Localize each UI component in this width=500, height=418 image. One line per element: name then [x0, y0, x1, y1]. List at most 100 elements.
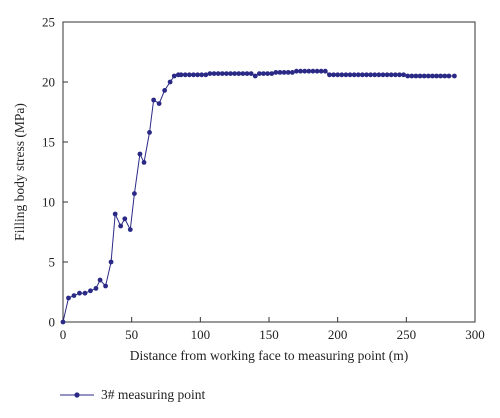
x-axis-label: Distance from working face to measuring … — [130, 348, 409, 363]
legend-label: 3# measuring point — [101, 387, 205, 402]
data-point — [409, 73, 415, 79]
y-tick-label: 25 — [42, 15, 55, 30]
data-point — [347, 72, 353, 78]
data-point — [141, 160, 147, 165]
data-point — [273, 70, 279, 75]
data-point — [191, 72, 196, 78]
data-point — [294, 68, 299, 74]
x-tick-label: 200 — [328, 327, 348, 342]
data-point — [397, 72, 402, 78]
legend-marker-swatch — [74, 392, 80, 398]
data-point — [452, 73, 457, 79]
data-point — [265, 71, 271, 76]
data-point — [151, 97, 157, 103]
data-point — [77, 290, 82, 296]
data-point — [156, 101, 162, 106]
data-point — [421, 73, 427, 79]
data-point — [314, 68, 320, 74]
y-tick-label: 20 — [42, 75, 55, 90]
data-point — [401, 72, 406, 78]
data-point — [203, 72, 209, 78]
data-point — [66, 295, 71, 301]
data-point — [302, 68, 308, 74]
data-point — [392, 72, 398, 78]
data-point — [211, 71, 217, 76]
data-point — [108, 259, 114, 265]
data-point — [359, 72, 365, 78]
x-tick-label: 300 — [465, 327, 485, 342]
data-point — [364, 72, 369, 78]
series-layer — [60, 68, 457, 325]
data-point — [384, 72, 390, 78]
data-point — [71, 293, 77, 298]
data-point — [306, 68, 312, 74]
data-point — [147, 130, 152, 135]
series-line — [62, 70, 455, 323]
data-point — [215, 71, 221, 76]
data-point — [442, 73, 448, 79]
data-point — [310, 68, 316, 74]
data-point — [252, 73, 258, 79]
data-point — [438, 73, 444, 79]
data-point — [82, 290, 88, 296]
data-point — [162, 88, 168, 93]
data-point — [93, 286, 99, 291]
data-point — [178, 72, 184, 78]
data-point — [289, 70, 295, 75]
data-point — [376, 72, 382, 78]
data-point — [318, 68, 324, 74]
x-tick-label: 150 — [259, 327, 279, 342]
data-point — [298, 68, 303, 74]
data-point — [103, 283, 108, 289]
data-point — [281, 70, 287, 75]
data-point — [368, 72, 374, 78]
y-tick-label: 0 — [49, 315, 56, 330]
data-point — [199, 72, 205, 78]
data-point — [186, 72, 192, 78]
data-point — [132, 191, 137, 197]
data-point — [430, 73, 435, 79]
data-point — [112, 211, 118, 217]
x-tick-label: 100 — [191, 327, 211, 342]
data-point — [327, 72, 332, 78]
data-point — [351, 72, 357, 78]
data-point — [228, 71, 233, 76]
data-point — [322, 68, 328, 74]
legend: 3# measuring point — [60, 387, 205, 402]
data-point — [118, 223, 124, 229]
data-point — [388, 72, 394, 78]
data-point — [335, 72, 341, 78]
data-point — [122, 216, 128, 222]
data-point — [380, 72, 386, 78]
data-point — [137, 151, 143, 157]
data-point — [434, 73, 439, 79]
data-point — [171, 73, 177, 79]
data-point — [244, 71, 250, 76]
data-point — [261, 71, 266, 76]
x-tick-label: 50 — [125, 327, 138, 342]
data-point — [248, 71, 254, 76]
data-point — [232, 71, 238, 76]
data-point — [343, 72, 349, 78]
data-point — [207, 71, 213, 76]
data-point — [182, 72, 188, 78]
x-axis-ticks: 0 50 100 150 200 250 300 — [60, 317, 485, 342]
data-point — [331, 72, 336, 78]
data-point — [285, 70, 291, 75]
y-tick-label: 10 — [42, 195, 55, 210]
y-tick-label: 5 — [49, 255, 56, 270]
data-point — [446, 73, 452, 79]
plot-frame — [62, 21, 476, 323]
data-point — [88, 288, 93, 294]
data-point — [339, 72, 345, 78]
y-tick-label: 15 — [42, 135, 55, 150]
data-point — [425, 73, 431, 79]
data-point — [372, 72, 378, 78]
data-point — [167, 79, 173, 85]
data-point — [269, 71, 275, 76]
data-point — [127, 227, 133, 233]
x-tick-label: 0 — [60, 327, 67, 342]
x-tick-label: 250 — [397, 327, 417, 342]
data-point — [256, 71, 262, 76]
